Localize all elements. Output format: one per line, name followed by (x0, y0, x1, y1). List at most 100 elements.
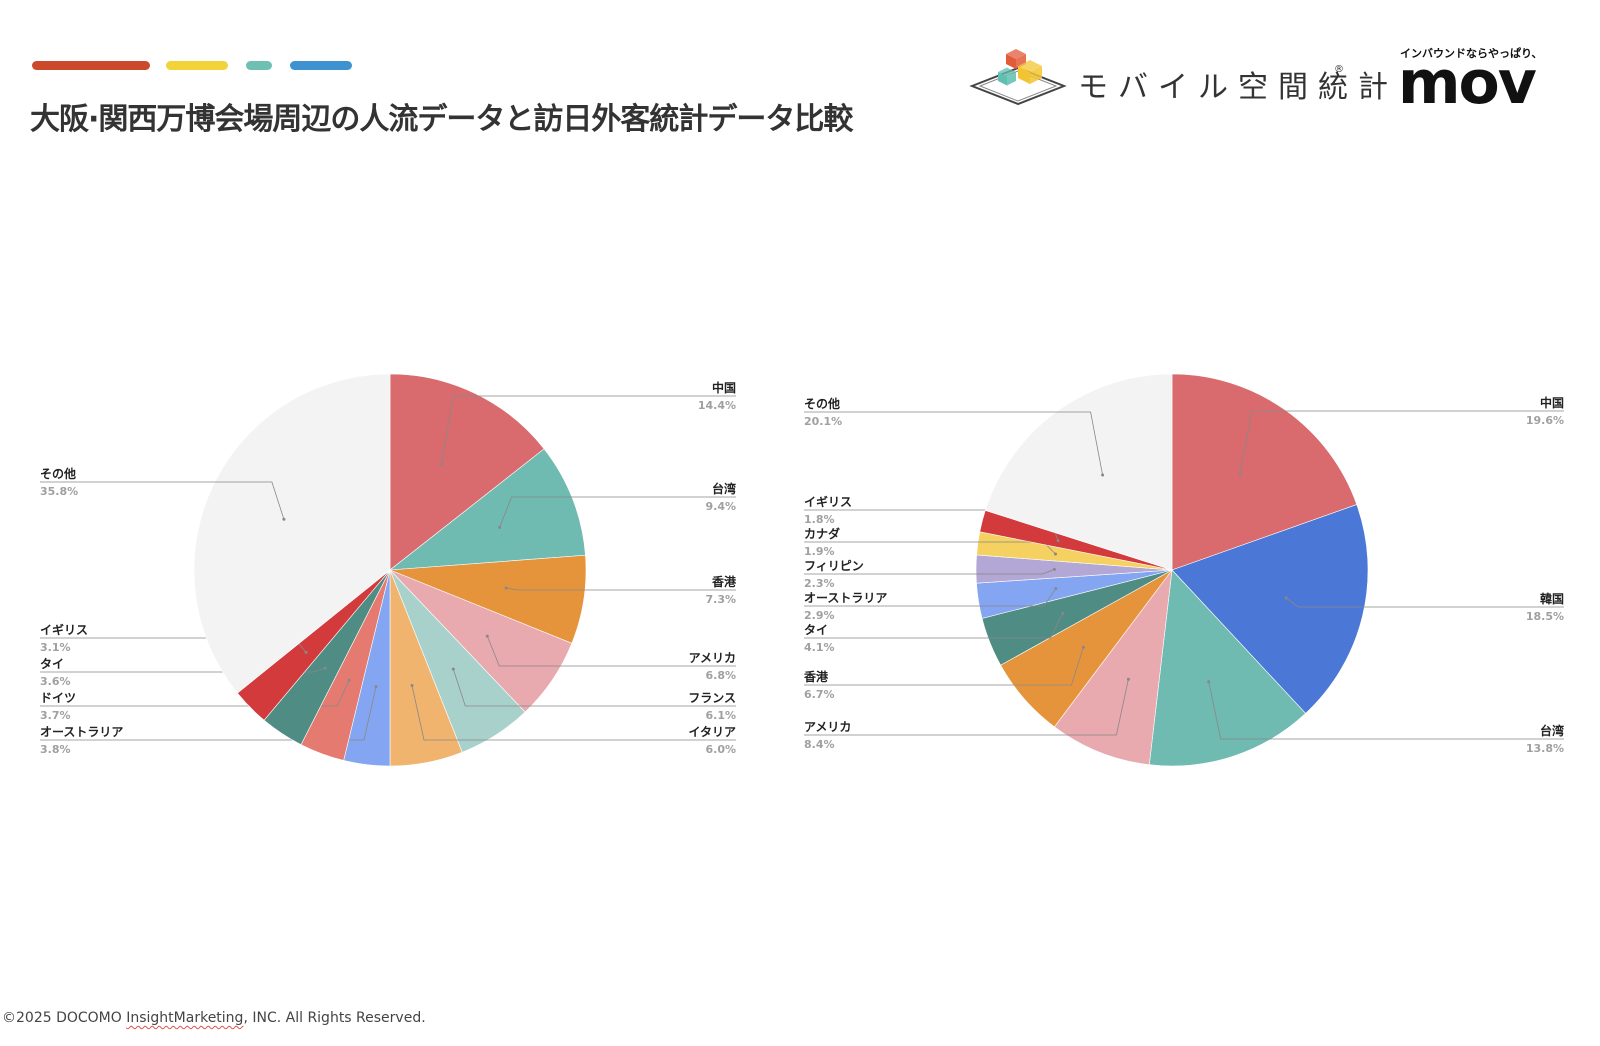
right-pie-leader-5 (804, 613, 1064, 639)
right-pie-leader-dot-9 (1056, 539, 1060, 543)
right-pie-slice-1 (1171, 504, 1369, 714)
left-pie-label-10: その他 (40, 466, 76, 481)
right-pie-leader-dot-7 (1052, 567, 1056, 571)
accent-bar-teal (246, 61, 272, 70)
left-pie-leader-dot-8 (323, 666, 327, 670)
mov-wordmark: mov (1398, 48, 1537, 118)
left-pie-pct-3: 6.8% (705, 669, 736, 682)
left-pie-slice-10 (193, 373, 391, 694)
cube-right-1 (1030, 66, 1042, 84)
copyright-footer: ©2025 DOCOMO InsightMarketing, INC. All … (2, 1010, 426, 1026)
left-pie-label-0: 中国 (712, 380, 736, 395)
left-pie-slice-1 (389, 448, 586, 571)
cube-left-0 (1006, 54, 1016, 69)
pie-charts: 中国 14.4% 台湾 9.4% 香港 7.3% アメリカ 6.8% フランス 6.1% イタリア 6… (40, 373, 1564, 767)
right-pie-pct-7: 2.3% (804, 577, 835, 590)
right-pie-label-6: オーストラリア (804, 591, 887, 605)
left-pie-leader-dot-10 (282, 517, 286, 521)
left-pie-leader-dot-4 (451, 667, 455, 671)
right-pie-label-9: イギリス (804, 494, 852, 509)
right-pie-leader-10 (804, 411, 1103, 476)
left-pie-pct-0: 14.4% (698, 399, 736, 412)
right-pie-leader-dot-1 (1284, 596, 1288, 600)
left-pie-label-5: イタリア (688, 725, 736, 739)
left-pie-pct-2: 7.3% (705, 593, 736, 606)
left-pie-label-7: ドイツ (40, 691, 76, 705)
left-pie-label-9: イギリス (40, 622, 88, 637)
left-pie-label-6: オーストラリア (40, 725, 123, 739)
right-pie-leader-dot-5 (1061, 611, 1065, 615)
left-pie-leader-dot-7 (347, 678, 351, 682)
left-pie-label-8: タイ (40, 657, 64, 671)
right-pie-pct-5: 4.1% (804, 641, 835, 654)
page-title: 大阪·関西万博会場周辺の人流データと訪日外客統計データ比較 (30, 102, 853, 137)
left-pie-leader-0 (441, 395, 736, 465)
cube-left-2 (998, 72, 1007, 86)
cube-left-1 (1018, 66, 1030, 84)
registered-mark: ® (1334, 64, 1344, 75)
left-pie-leader-10 (40, 481, 285, 520)
copyright-brand: InsightMarketing (126, 1010, 244, 1026)
left-pie-leader-dot-3 (485, 634, 489, 638)
left-pie-pct-6: 3.8% (40, 743, 71, 756)
right-pie-leader-2 (1208, 681, 1564, 740)
copyright-prefix: ©2025 DOCOMO (2, 1010, 127, 1026)
right-pie-slice-0 (1171, 373, 1358, 571)
left-pie-leader-3 (486, 635, 736, 667)
right-pie-label-2: 台湾 (1540, 723, 1564, 738)
left-pie-leader-7 (40, 680, 350, 707)
right-pie-pct-0: 19.6% (1526, 414, 1564, 427)
left-pie-leader-dot-2 (504, 586, 508, 590)
right-pie-leader-1 (1285, 597, 1564, 608)
right-pie-label-7: フィリピン (804, 559, 864, 573)
right-pie-label-3: アメリカ (804, 720, 851, 734)
left-pie-pct-10: 35.8% (40, 485, 78, 498)
right-pie-pct-8: 1.9% (804, 545, 835, 558)
right-pie-leader-dot-2 (1207, 680, 1211, 684)
left-pie-leader-6 (40, 686, 377, 741)
right-pie-pct-10: 20.1% (804, 415, 842, 428)
right-pie-leader-4 (804, 647, 1084, 686)
left-pie-leader-4 (452, 668, 736, 707)
right-pie-leader-7 (804, 569, 1055, 575)
right-pie-pct-1: 18.5% (1526, 610, 1564, 623)
left-pie-pct-7: 3.7% (40, 709, 71, 722)
right-pie-pct-2: 13.8% (1526, 742, 1564, 755)
mobile-kukan-logo: モバイル空間統計 ® (968, 46, 1388, 110)
left-pie-leader-2 (506, 587, 736, 591)
accent-bar-red (32, 61, 150, 70)
left-pie-label-2: 香港 (711, 574, 737, 589)
right-pie-leader-dot-0 (1238, 472, 1242, 476)
right-pie-label-4: 香港 (803, 669, 829, 684)
left-pie-leader-dot-6 (374, 685, 378, 689)
mov-tagline: インバウンドならやっぱり、 (1400, 47, 1543, 60)
right-pie-leader-dot-6 (1054, 587, 1058, 591)
header-accent-bars (32, 61, 362, 71)
right-pie-chart: 中国 19.6% 韓国 18.5% 台湾 13.8% アメリカ 8.4% 香港 6.7% タイ 4.1… (803, 373, 1564, 767)
left-pie-pct-8: 3.6% (40, 675, 71, 688)
left-pie-label-4: フランス (688, 691, 736, 705)
left-pie-leader-8 (40, 667, 326, 673)
right-pie-leader-0 (1239, 410, 1564, 475)
right-pie-label-1: 韓国 (1540, 591, 1564, 606)
left-pie-leader-dot-0 (439, 462, 443, 466)
accent-bar-yellow (166, 61, 228, 70)
left-pie-slice-0 (389, 373, 545, 571)
left-pie-leader-5 (411, 685, 736, 741)
right-pie-pct-6: 2.9% (804, 609, 835, 622)
right-pie-slice-2 (1148, 569, 1307, 767)
right-pie-label-8: カナダ (804, 526, 840, 541)
left-pie-leader-dot-9 (304, 650, 308, 654)
right-pie-slice-3 (1053, 568, 1173, 766)
left-pie-leader-1 (499, 496, 736, 528)
right-pie-leader-dot-4 (1081, 645, 1085, 649)
right-pie-leader-dot-8 (1054, 552, 1057, 556)
right-pie-leader-3 (804, 679, 1129, 736)
left-pie-pct-1: 9.4% (705, 500, 736, 513)
left-pie-leader-dot-5 (410, 684, 414, 687)
right-pie-leader-dot-3 (1126, 677, 1130, 681)
left-pie-chart: 中国 14.4% 台湾 9.4% 香港 7.3% アメリカ 6.8% フランス 6.1% イタリア 6… (40, 373, 737, 767)
left-pie-label-1: 台湾 (712, 481, 736, 496)
left-pie-pct-5: 6.0% (705, 743, 736, 756)
right-pie-leader-6 (804, 588, 1057, 607)
